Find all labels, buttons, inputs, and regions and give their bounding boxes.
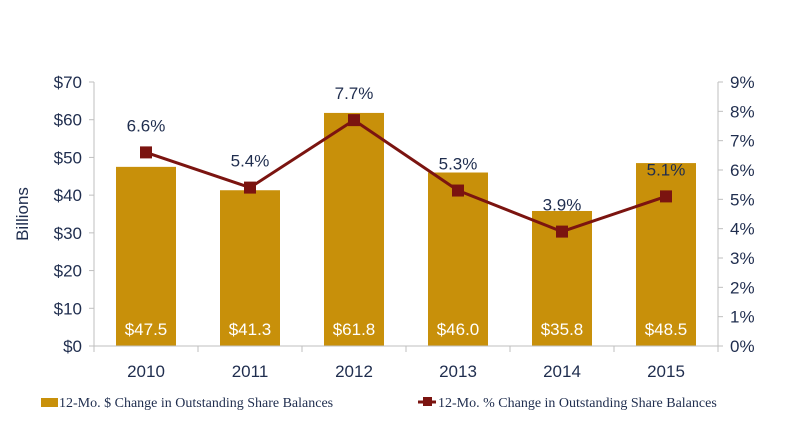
right-tick-label: 2% [730,278,755,297]
line-marker [348,114,360,127]
line-value-label: 6.6% [127,116,166,135]
right-tick-label: 8% [730,102,755,121]
left-tick-label: $60 [54,111,82,130]
line-value-label: 3.9% [543,196,582,215]
right-tick-label: 3% [730,249,755,268]
x-tick-label: 2014 [543,362,581,381]
bar-value-label: $35.8 [541,320,584,339]
right-tick-label: 0% [730,337,755,356]
line-value-label: 5.3% [439,155,478,174]
legend-line-marker [423,397,432,406]
line-value-label: 5.1% [647,160,686,179]
line-marker [660,190,672,203]
bar-series: $47.5 $41.3 $61.8 $46.0 $35.8 $48.5 [116,112,696,346]
right-tick-label: 6% [730,161,755,180]
left-tick-label: $70 [54,73,82,92]
bar-value-label: $48.5 [645,320,688,339]
bar [428,172,488,346]
bar-value-label: $61.8 [333,320,376,339]
right-tick-label: 7% [730,132,755,151]
left-tick-label: $40 [54,186,82,205]
bar [220,190,280,346]
bar-value-label: $41.3 [229,320,272,339]
legend-bar-swatch [41,398,58,407]
bar-value-label: $47.5 [125,320,168,339]
x-tick-label: 2011 [232,362,269,381]
bar-value-label: $46.0 [437,320,480,339]
x-tick-label: 2013 [439,362,477,381]
line-value-label: 5.4% [231,152,270,171]
line-marker [244,181,256,194]
y-axis-title: Billions [13,187,32,241]
left-tick-label: $0 [63,337,82,356]
left-tick-label: $30 [54,224,82,243]
right-tick-label: 5% [730,190,755,209]
legend-line-label: 12-Mo. % Change in Outstanding Share Bal… [438,396,717,411]
x-tick-label: 2015 [647,362,685,381]
right-tick-label: 9% [730,73,755,92]
right-tick-label: 4% [730,220,755,239]
x-tick-label: 2010 [127,362,165,381]
right-tick-label: 1% [730,308,755,327]
bar [116,166,176,346]
legend-bar-label: 12-Mo. $ Change in Outstanding Share Bal… [59,396,333,411]
left-axis: $0 $10 $20 $30 $40 $50 $60 $70 [54,73,95,356]
line-path [145,118,667,234]
legend: 12-Mo. $ Change in Outstanding Share Bal… [41,396,717,411]
left-tick-label: $20 [54,262,82,281]
x-axis: 2010 2011 2012 2013 2014 2015 [93,345,719,381]
left-tick-label: $50 [54,148,82,167]
line-series: 6.6% 5.4% 7.7% 5.3% 3.9% 5.1% [127,84,686,238]
line-marker [452,184,464,197]
x-tick-label: 2012 [335,362,373,381]
right-axis: 0% 1% 2% 3% 4% 5% 6% 7% 8% 9% [717,73,755,356]
left-tick-label: $10 [54,299,82,318]
line-value-label: 7.7% [335,84,374,103]
bar [324,112,384,346]
line-marker [556,225,568,238]
line-marker [140,146,152,159]
